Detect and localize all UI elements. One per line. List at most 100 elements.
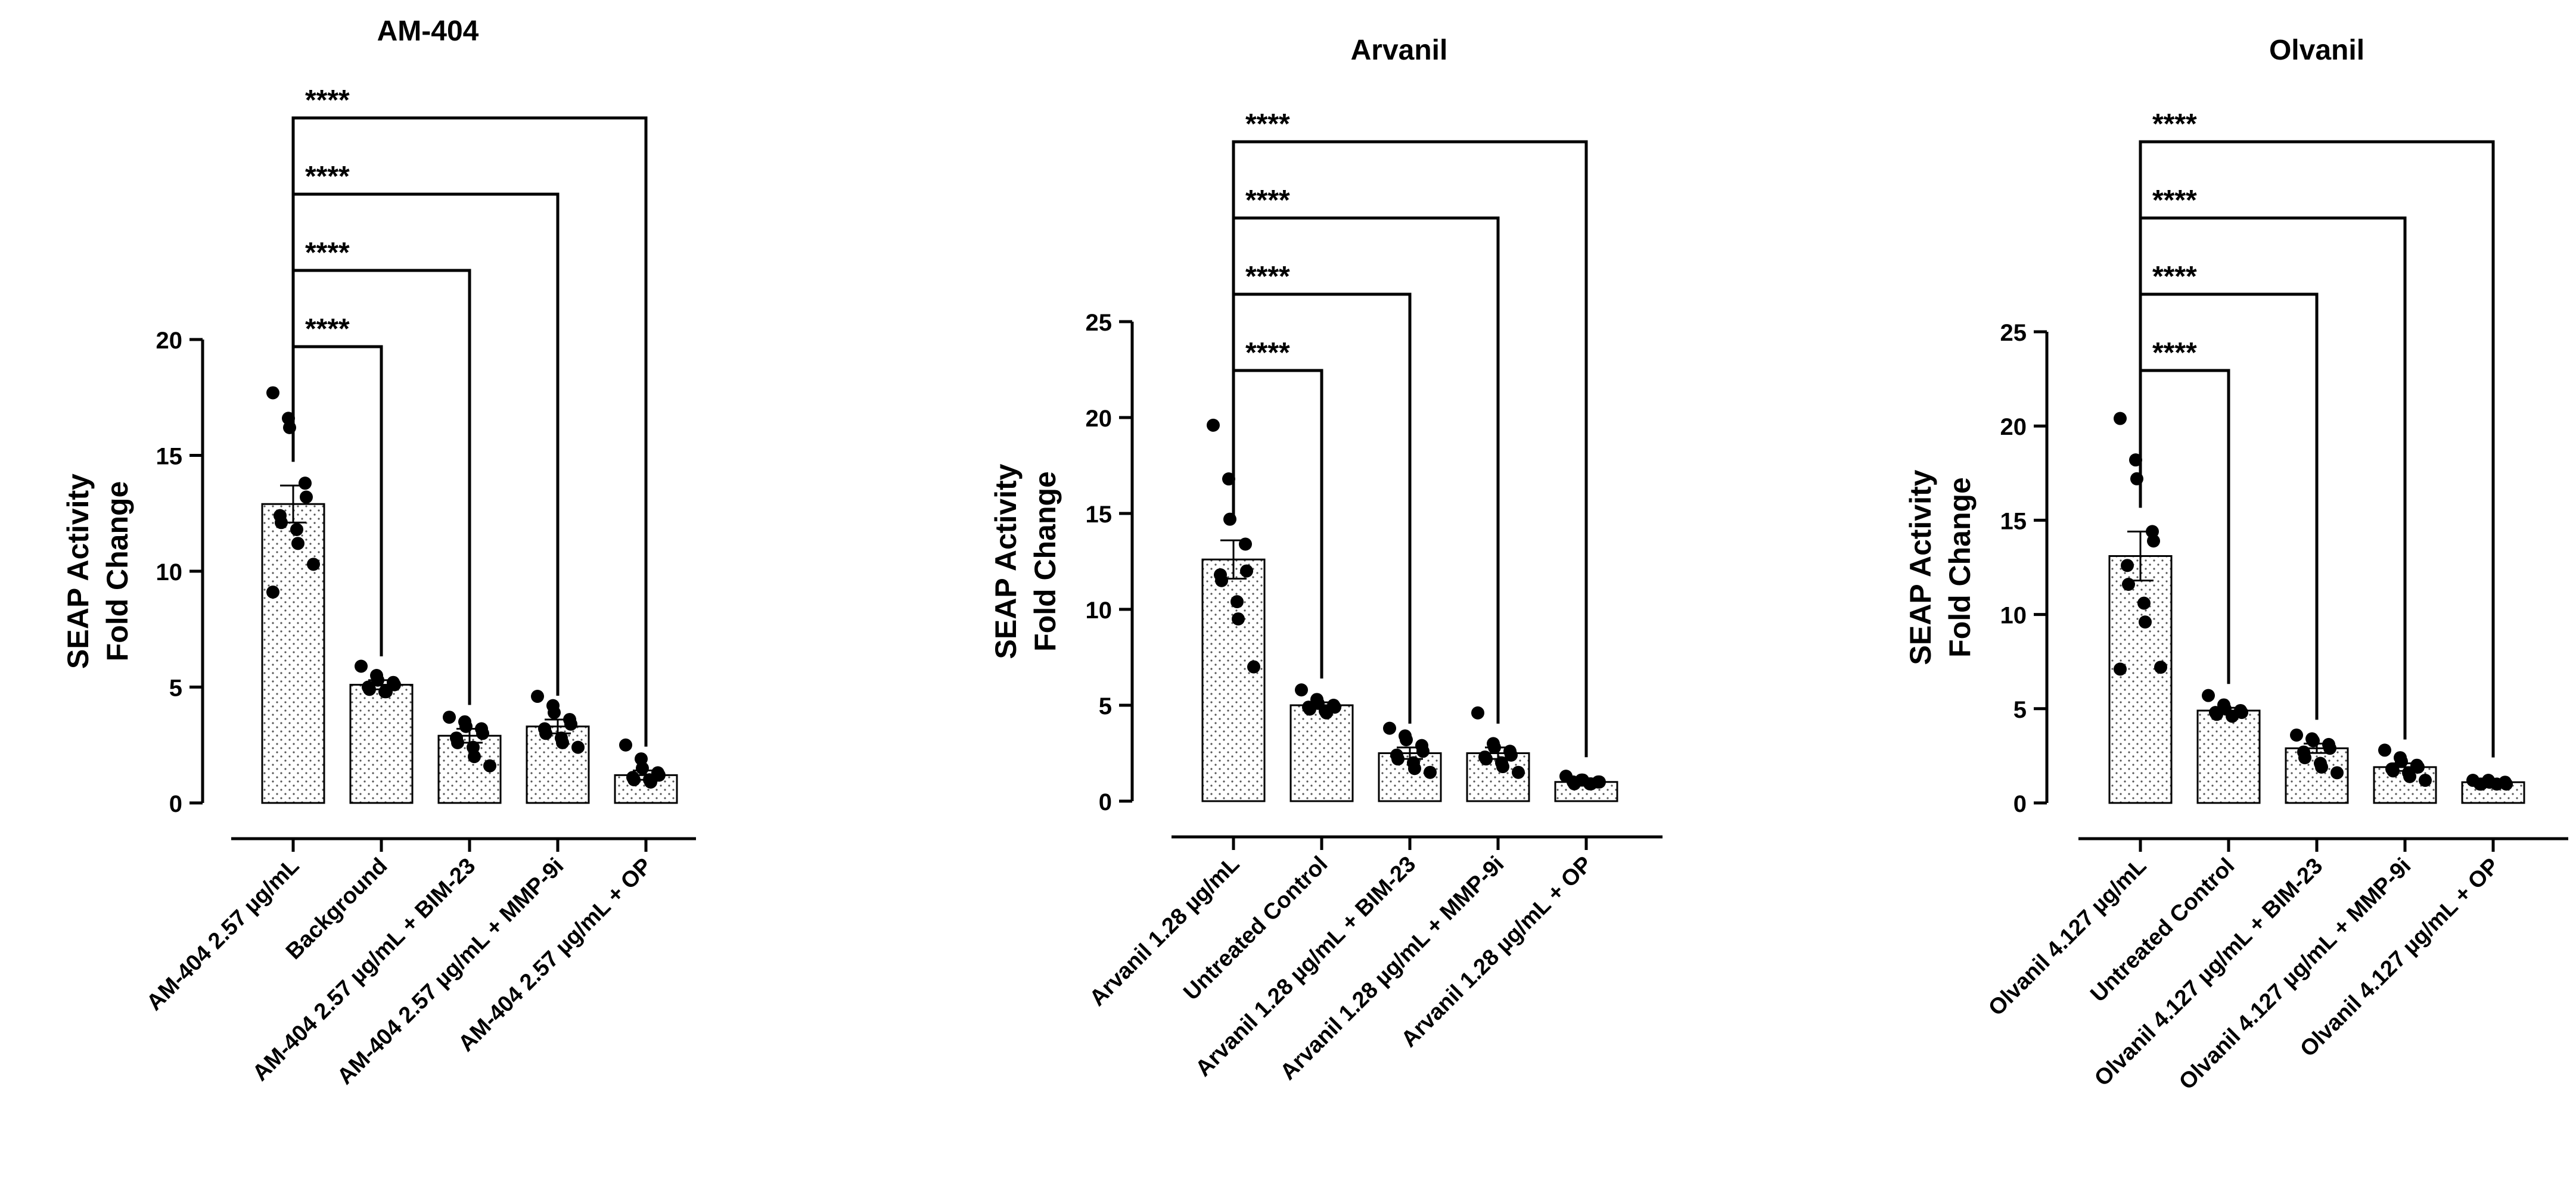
data-point bbox=[564, 717, 577, 731]
data-point bbox=[1584, 777, 1598, 791]
significance-label: **** bbox=[305, 161, 350, 192]
significance-label: **** bbox=[305, 313, 350, 345]
data-point bbox=[290, 522, 303, 536]
data-point bbox=[2202, 689, 2215, 702]
data-point bbox=[2154, 661, 2167, 674]
data-point bbox=[459, 720, 473, 733]
y-tick-label: 20 bbox=[1086, 406, 1113, 432]
y-tick-label: 10 bbox=[1086, 597, 1113, 624]
data-point bbox=[1424, 765, 1437, 779]
data-point bbox=[307, 558, 320, 571]
data-point bbox=[355, 659, 368, 673]
data-point bbox=[2122, 577, 2135, 591]
y-tick-label: 20 bbox=[156, 328, 183, 354]
y-tick-label: 0 bbox=[1099, 789, 1112, 815]
data-point bbox=[2137, 596, 2151, 610]
x-tick-label: Untreated Control bbox=[2086, 854, 2239, 1007]
x-tick-label: AM-404 2.57 µg/mL bbox=[142, 854, 304, 1016]
data-point bbox=[2147, 534, 2160, 548]
significance-label: **** bbox=[1245, 337, 1290, 369]
y-axis-label: Fold Change bbox=[1943, 477, 1977, 658]
data-point bbox=[2290, 728, 2303, 742]
significance-bracket bbox=[2139, 216, 2407, 740]
data-point bbox=[2307, 734, 2320, 748]
data-point bbox=[2330, 766, 2344, 780]
data-point bbox=[451, 736, 464, 749]
data-point bbox=[2378, 743, 2391, 757]
y-tick-label: 15 bbox=[156, 444, 183, 470]
data-point bbox=[2114, 662, 2127, 676]
data-point bbox=[1207, 418, 1220, 432]
data-point bbox=[2139, 615, 2152, 629]
data-point bbox=[2412, 760, 2425, 774]
y-tick-label: 10 bbox=[2000, 603, 2027, 629]
data-point bbox=[1471, 706, 1484, 720]
data-point bbox=[2395, 755, 2408, 768]
significance-label: **** bbox=[1245, 185, 1290, 216]
y-tick-label: 0 bbox=[2013, 791, 2027, 817]
data-point bbox=[1512, 765, 1525, 779]
data-point bbox=[2490, 777, 2503, 791]
data-point bbox=[275, 516, 288, 530]
chart-panel-1: AM-404 SEAP Activity Fold Change 0 5 10 15 20 AM… bbox=[61, 15, 696, 1089]
data-point bbox=[468, 750, 481, 764]
data-point bbox=[619, 738, 632, 752]
data-point bbox=[627, 773, 641, 787]
data-point bbox=[2419, 774, 2432, 787]
y-tick-label: 25 bbox=[1086, 310, 1113, 336]
significance-label: **** bbox=[305, 237, 350, 269]
data-point bbox=[1391, 752, 1404, 766]
significance-bracket bbox=[291, 116, 648, 747]
x-tick-label: Arvanil 1.28 µg/mL + OP bbox=[1397, 852, 1598, 1053]
data-point bbox=[371, 673, 384, 687]
data-point bbox=[1488, 740, 1501, 754]
x-tick-label: Olvanil 4.127 µg/mL bbox=[1984, 854, 2151, 1021]
data-point bbox=[2500, 777, 2513, 791]
data-point bbox=[1303, 702, 1316, 716]
data-point bbox=[1496, 760, 1509, 774]
data-point bbox=[2387, 764, 2400, 778]
data-point bbox=[2298, 751, 2311, 765]
bar bbox=[1201, 558, 1266, 802]
y-tick-label: 15 bbox=[1086, 502, 1113, 528]
data-point bbox=[380, 685, 393, 699]
significance-label: **** bbox=[2152, 337, 2197, 369]
y-axis-label: SEAP Activity bbox=[61, 474, 95, 669]
significance-label: **** bbox=[2152, 261, 2197, 292]
data-point bbox=[1408, 762, 1421, 776]
bar bbox=[2196, 709, 2261, 804]
data-point bbox=[299, 477, 312, 490]
x-tick-label: Arvanil 1.28 µg/mL bbox=[1085, 852, 1245, 1011]
data-point bbox=[556, 736, 569, 749]
data-point bbox=[2403, 770, 2416, 783]
y-tick-label: 10 bbox=[156, 559, 183, 586]
data-point bbox=[2315, 760, 2328, 774]
data-point bbox=[363, 683, 376, 696]
significance-bracket bbox=[2139, 140, 2495, 758]
data-point bbox=[571, 740, 585, 754]
bar bbox=[261, 503, 325, 804]
data-point bbox=[539, 727, 552, 740]
data-point bbox=[1239, 537, 1252, 551]
data-point bbox=[266, 586, 279, 599]
bar bbox=[349, 684, 414, 804]
data-point bbox=[1320, 706, 1333, 720]
data-point bbox=[1240, 564, 1253, 578]
chart-title: AM-404 bbox=[377, 15, 479, 47]
x-tick-label: Untreated Control bbox=[1179, 852, 1332, 1005]
bar bbox=[1289, 704, 1354, 802]
data-point bbox=[476, 727, 489, 740]
data-point bbox=[1480, 752, 1493, 766]
data-point bbox=[1505, 748, 1518, 762]
data-point bbox=[443, 711, 456, 724]
data-point bbox=[483, 759, 496, 773]
data-point bbox=[636, 761, 649, 775]
significance-label: **** bbox=[305, 85, 350, 116]
data-point bbox=[1400, 733, 1413, 746]
y-tick-label: 15 bbox=[2000, 508, 2027, 534]
y-tick-label: 0 bbox=[169, 791, 182, 817]
y-axis-label: SEAP Activity bbox=[989, 463, 1023, 659]
data-point bbox=[2114, 412, 2127, 425]
data-point bbox=[1247, 660, 1260, 674]
